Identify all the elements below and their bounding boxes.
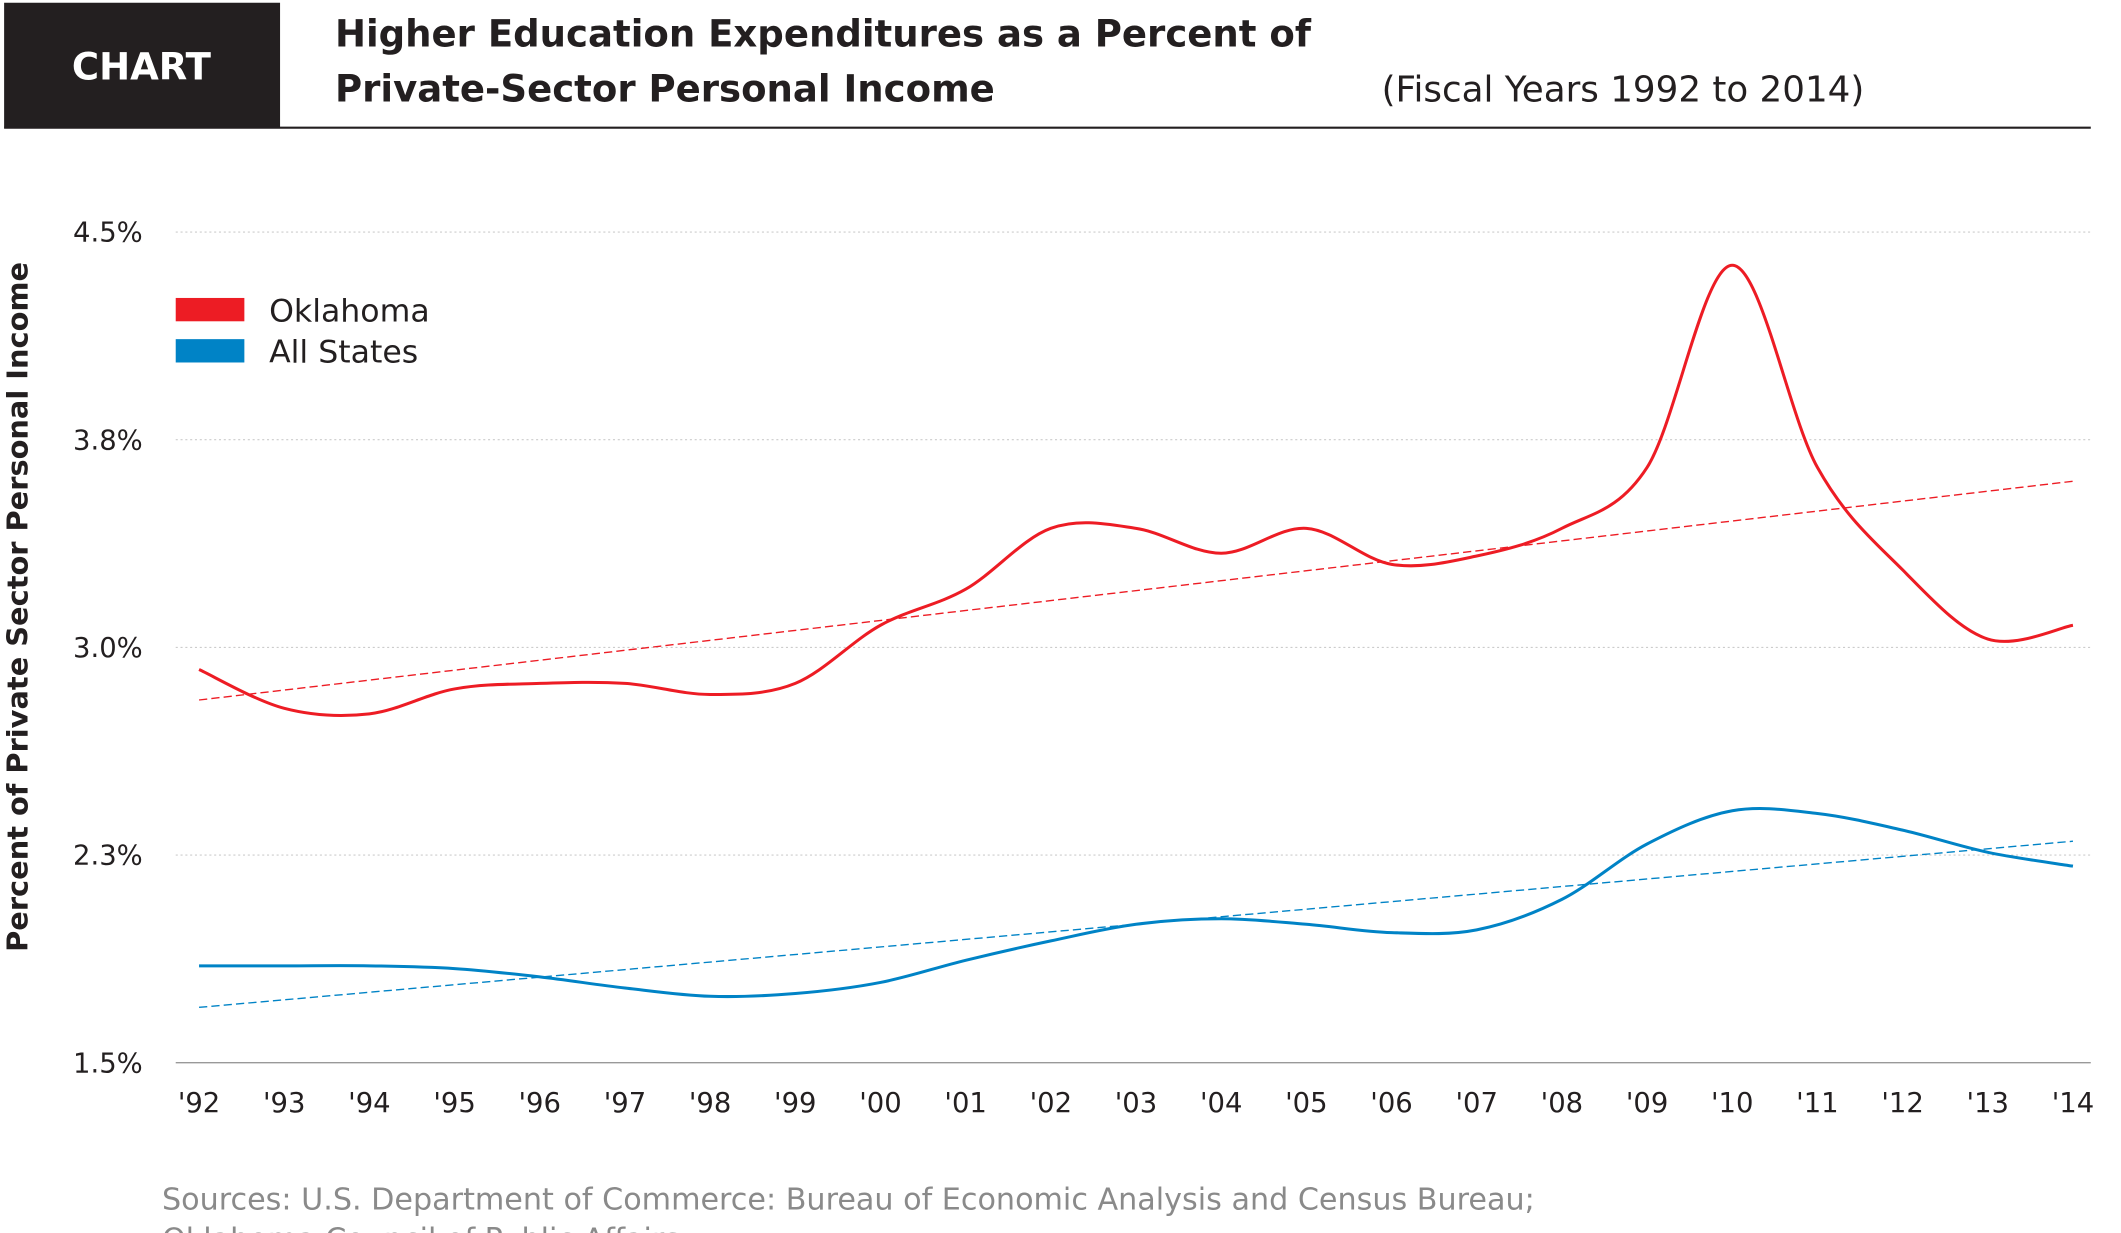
legend-label-all-states: All States bbox=[269, 334, 418, 370]
y-tick-label: 1.5% bbox=[73, 1048, 143, 1079]
x-tick-label: '98 bbox=[689, 1088, 731, 1119]
legend-swatch-oklahoma bbox=[175, 297, 245, 322]
y-tick-label: 4.5% bbox=[73, 218, 143, 249]
x-tick-label: '00 bbox=[859, 1088, 901, 1119]
x-tick-label: '93 bbox=[263, 1088, 305, 1119]
x-tick-label: '05 bbox=[1285, 1088, 1327, 1119]
chart-badge: CHART bbox=[72, 46, 212, 89]
x-tick-label: '11 bbox=[1796, 1088, 1838, 1119]
legend-swatch-all-states bbox=[175, 339, 245, 363]
x-tick-label: '13 bbox=[1967, 1088, 2009, 1119]
chart-badge-bg bbox=[4, 2, 281, 128]
x-tick-label: '03 bbox=[1115, 1088, 1157, 1119]
x-tick-label: '07 bbox=[1455, 1088, 1497, 1119]
sources-line2: Oklahoma Council of Public Affairs bbox=[162, 1222, 680, 1233]
x-tick-label: '04 bbox=[1200, 1088, 1242, 1119]
chart-title-line2: Private-Sector Personal Income bbox=[335, 68, 995, 111]
x-tick-label: '96 bbox=[519, 1088, 561, 1119]
y-tick-label: 3.0% bbox=[73, 633, 143, 664]
x-tick-label: '92 bbox=[178, 1088, 220, 1119]
x-tick-label: '95 bbox=[433, 1088, 475, 1119]
x-tick-label: '08 bbox=[1541, 1088, 1583, 1119]
sources-line1: Sources: U.S. Department of Commerce: Bu… bbox=[162, 1183, 1535, 1218]
chart-subtitle: (Fiscal Years 1992 to 2014) bbox=[1382, 70, 1865, 111]
x-tick-label: '01 bbox=[944, 1088, 986, 1119]
y-axis-label: Percent of Private Sector Personal Incom… bbox=[0, 262, 34, 952]
x-tick-label: '99 bbox=[774, 1088, 816, 1119]
x-tick-label: '02 bbox=[1030, 1088, 1072, 1119]
y-tick-label: 2.3% bbox=[73, 841, 143, 872]
x-tick-label: '09 bbox=[1626, 1088, 1668, 1119]
x-tick-label: '12 bbox=[1881, 1088, 1923, 1119]
chart-title-line1: Higher Education Expenditures as a Perce… bbox=[335, 13, 1312, 56]
series-line-all-states bbox=[199, 807, 2074, 999]
y-tick-label: 3.8% bbox=[73, 425, 143, 456]
x-tick-label: '14 bbox=[2052, 1088, 2094, 1119]
x-tick-label: '97 bbox=[604, 1088, 646, 1119]
x-tick-label: '10 bbox=[1711, 1088, 1753, 1119]
x-tick-label: '06 bbox=[1370, 1088, 1412, 1119]
legend-label-oklahoma: Oklahoma bbox=[269, 293, 430, 329]
x-tick-label: '94 bbox=[348, 1088, 390, 1119]
series-line-oklahoma bbox=[198, 263, 2074, 717]
trendline-oklahoma bbox=[198, 480, 2074, 701]
